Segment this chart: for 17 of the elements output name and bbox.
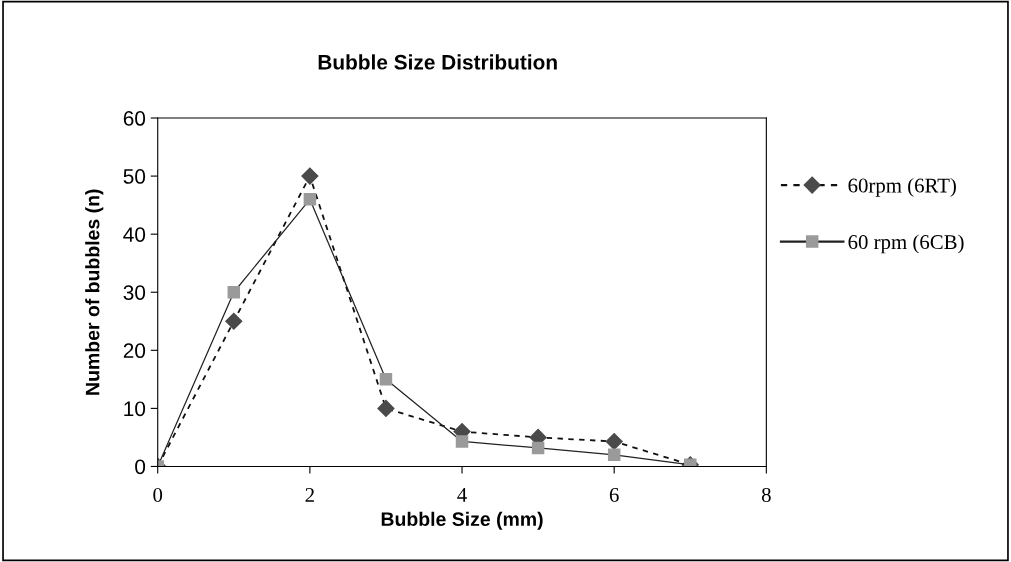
y-tick-label: 0 [135,459,146,475]
y-tick-label: 20 [123,343,146,359]
y-tick-label: 30 [123,285,146,300]
x-tick-label: 8 [761,487,771,502]
legend-label: 60rpm (6RT) [848,177,956,197]
x-tick-label: 2 [305,487,314,502]
y-tick-label: 10 [124,401,146,417]
legend-label: 60 rpm (6CB) [848,234,964,254]
x-tick-label: 0 [153,487,163,502]
x-tick-label: 4 [457,488,467,502]
y-tick-label: 40 [123,227,146,242]
x-tick-label: 6 [609,487,619,502]
x-axis-title: Bubble Size (mm) [381,511,543,530]
y-axis-title: Number of bubbles (n) [85,189,104,395]
chart-title: Bubble Size Distribution [318,54,557,70]
y-tick-label: 50 [123,169,146,184]
y-tick-label: 60 [123,111,146,126]
